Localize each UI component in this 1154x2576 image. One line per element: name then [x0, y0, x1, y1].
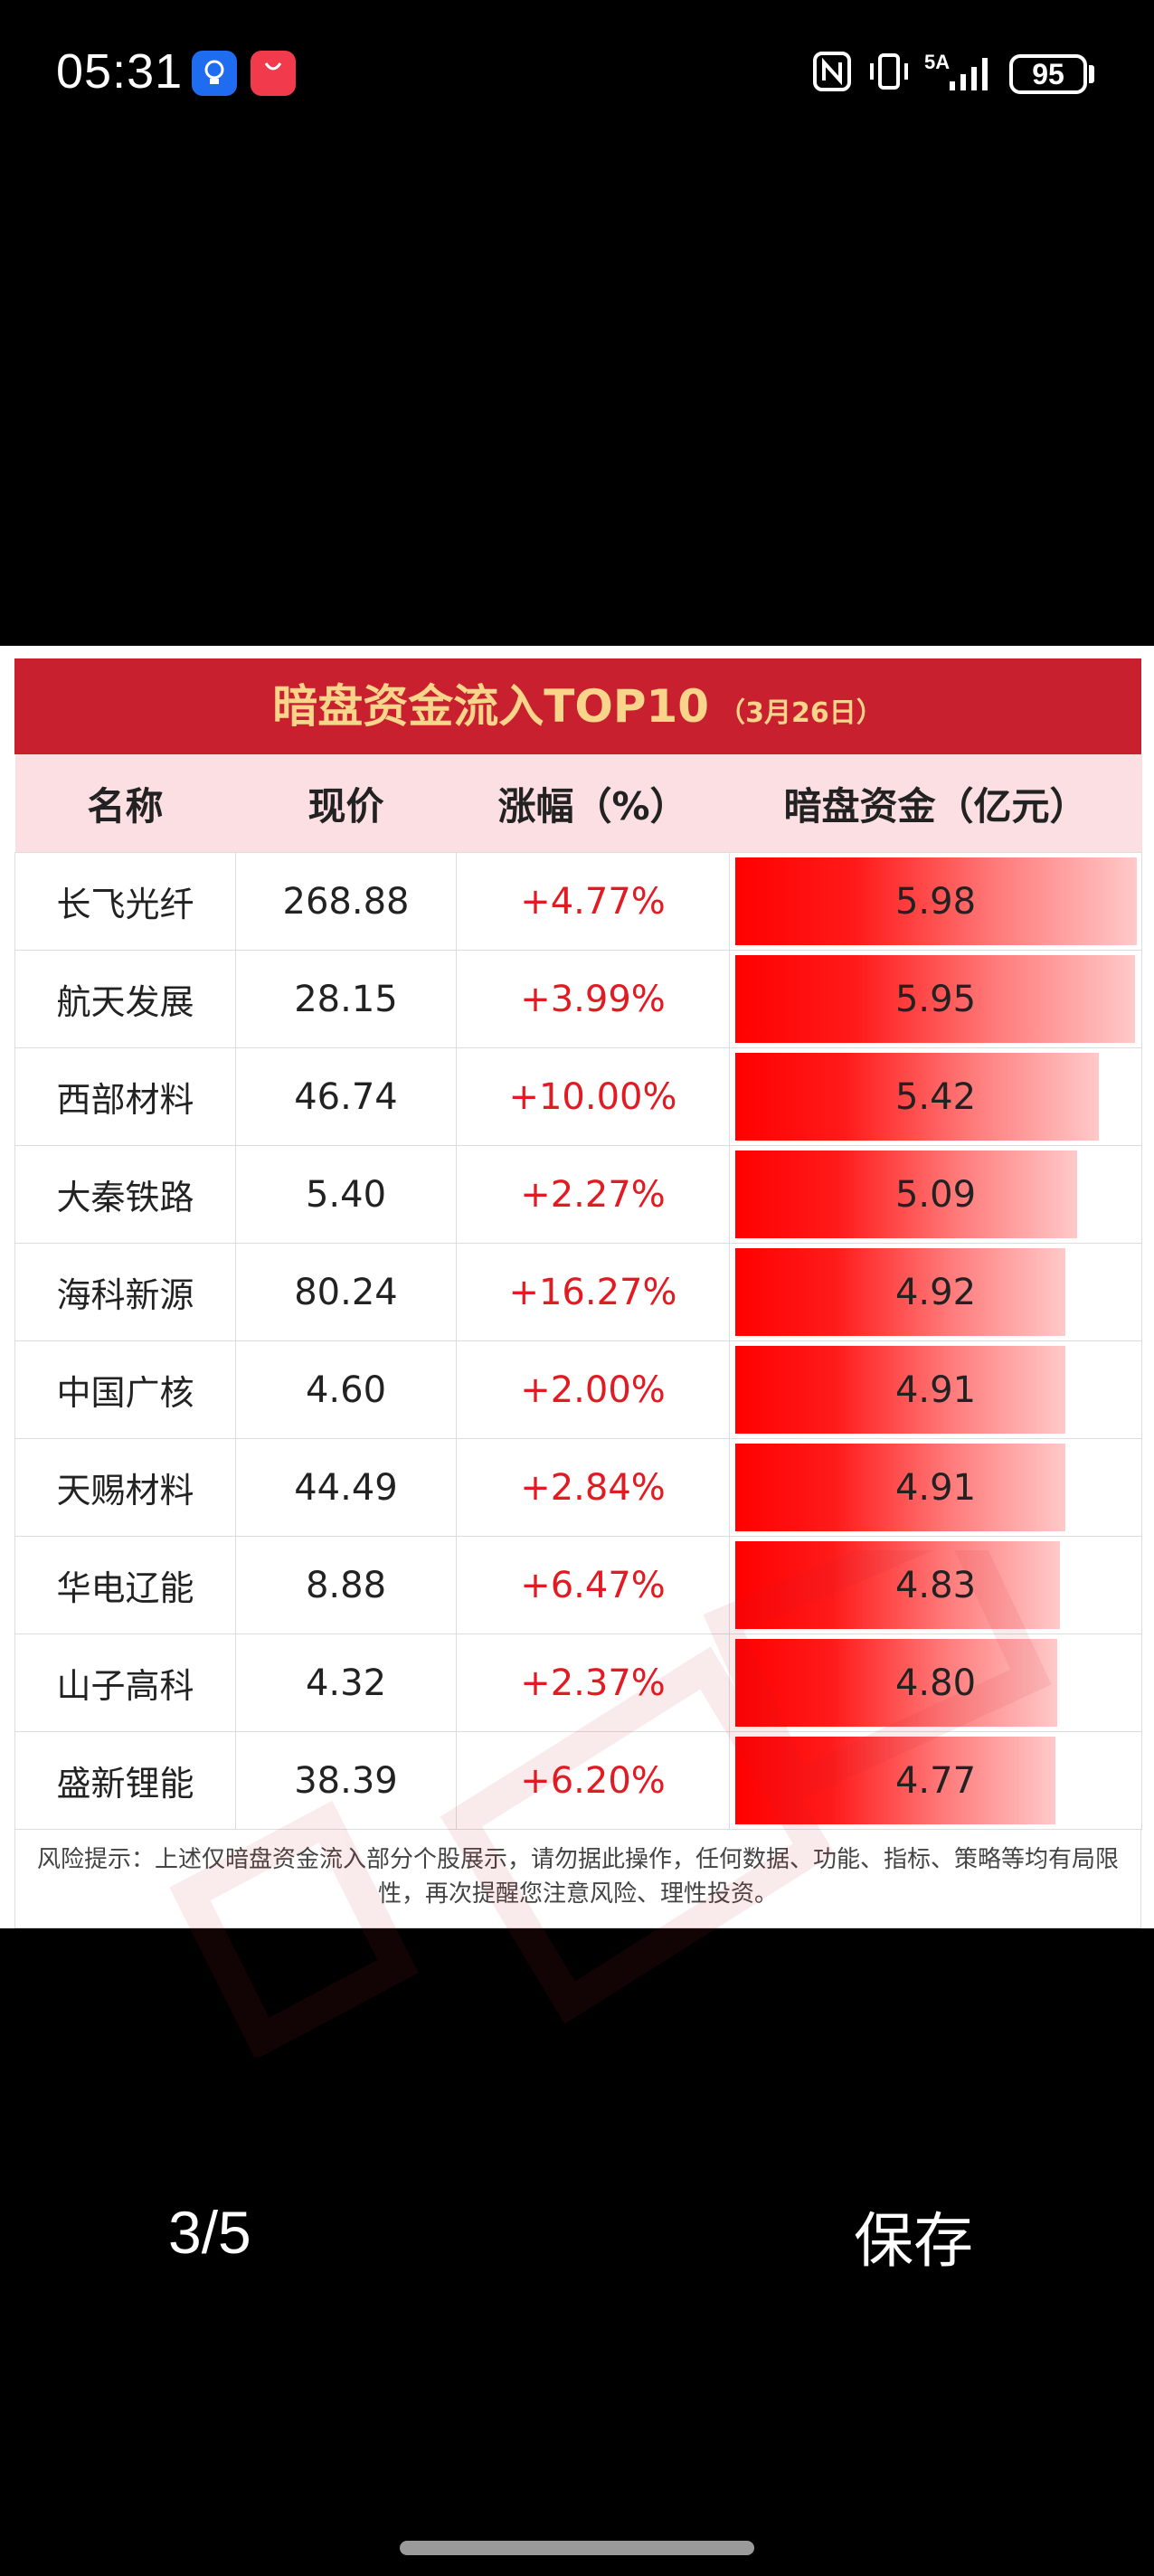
page-counter: 3/5	[168, 2199, 251, 2266]
flow-value: 5.09	[894, 1173, 977, 1216]
flow-value: 4.91	[894, 1466, 977, 1509]
flow-bar	[735, 857, 1137, 945]
flow-cell: 5.95	[729, 950, 1142, 1048]
app-gallery-icon	[251, 51, 296, 96]
flow-bar	[735, 955, 1135, 1043]
price-cell: 28.15	[235, 950, 457, 1048]
flow-cell: 4.91	[729, 1438, 1142, 1537]
price-cell: 4.32	[235, 1634, 457, 1732]
change-cell: +2.27%	[456, 1145, 730, 1244]
inflow-table: 名称 现价 涨幅（%） 暗盘资金（亿元） 长飞光纤 268.88 +4.77% 5.9…	[14, 754, 1142, 1830]
flow-value: 5.95	[894, 978, 977, 1020]
change-cell: +16.27%	[456, 1243, 730, 1341]
flow-value: 4.83	[894, 1564, 977, 1606]
col-header-flow: 暗盘资金（亿元）	[729, 754, 1142, 853]
table-container: 暗盘资金流入TOP10 （3月26日） 名称 现价 涨幅（%） 暗盘资金（亿元） …	[14, 658, 1142, 1928]
flow-value: 5.42	[894, 1075, 977, 1118]
flow-cell: 4.92	[729, 1243, 1142, 1341]
status-bar: 05:31 5A 95	[0, 0, 1154, 149]
flow-cell: 4.80	[729, 1634, 1142, 1732]
price-cell: 38.39	[235, 1731, 457, 1830]
flow-bar	[735, 1053, 1100, 1141]
table-title: 暗盘资金流入TOP10	[272, 680, 710, 733]
stock-name-cell: 西部材料	[14, 1047, 236, 1146]
table-row: 航天发展 28.15 +3.99% 5.95	[14, 950, 1142, 1048]
flow-value: 5.98	[894, 880, 977, 923]
stock-name-cell: 山子高科	[14, 1634, 236, 1732]
change-cell: +2.84%	[456, 1438, 730, 1537]
change-cell: +2.37%	[456, 1634, 730, 1732]
price-cell: 5.40	[235, 1145, 457, 1244]
col-header-price: 现价	[235, 754, 457, 853]
table-date: （3月26日）	[718, 697, 884, 729]
table-row: 西部材料 46.74 +10.00% 5.42	[14, 1047, 1142, 1146]
stock-name-cell: 大秦铁路	[14, 1145, 236, 1244]
flow-cell: 4.83	[729, 1536, 1142, 1634]
table-header-row: 名称 现价 涨幅（%） 暗盘资金（亿元）	[14, 754, 1142, 853]
col-header-change: 涨幅（%）	[456, 754, 730, 853]
change-cell: +10.00%	[456, 1047, 730, 1146]
table-row: 海科新源 80.24 +16.27% 4.92	[14, 1243, 1142, 1341]
stock-name-cell: 海科新源	[14, 1243, 236, 1341]
change-cell: +4.77%	[456, 852, 730, 951]
change-cell: +3.99%	[456, 950, 730, 1048]
vibrate-icon	[870, 53, 908, 90]
stock-name-cell: 天赐材料	[14, 1438, 236, 1537]
flow-value: 4.92	[894, 1271, 977, 1313]
status-time: 05:31	[56, 44, 184, 99]
flow-cell: 5.42	[729, 1047, 1142, 1146]
table-row: 山子高科 4.32 +2.37% 4.80	[14, 1634, 1142, 1732]
stock-name-cell: 中国广核	[14, 1340, 236, 1439]
save-button[interactable]: 保存	[854, 2206, 973, 2276]
table-title-bar: 暗盘资金流入TOP10 （3月26日）	[14, 658, 1141, 754]
price-cell: 8.88	[235, 1536, 457, 1634]
flow-cell: 4.77	[729, 1731, 1142, 1830]
flow-bar	[735, 1248, 1066, 1336]
table-body: 长飞光纤 268.88 +4.77% 5.98 航天发展 28.15 +3.99% 5.95 西…	[14, 852, 1142, 1830]
table-row: 大秦铁路 5.40 +2.27% 5.09	[14, 1145, 1142, 1244]
home-indicator[interactable]	[400, 2541, 754, 2555]
stock-name-cell: 航天发展	[14, 950, 236, 1048]
stock-name-cell: 长飞光纤	[14, 852, 236, 951]
flow-bar	[735, 1639, 1058, 1727]
table-row: 天赐材料 44.49 +2.84% 4.91	[14, 1438, 1142, 1537]
stock-name-cell: 盛新锂能	[14, 1731, 236, 1830]
col-header-name: 名称	[14, 754, 236, 853]
risk-note: 风险提示：上述仅暗盘资金流入部分个股展示，请勿据此操作，任何数据、功能、指标、策…	[14, 1830, 1141, 1928]
flow-cell: 5.09	[729, 1145, 1142, 1244]
flow-value: 4.77	[894, 1759, 977, 1802]
nfc-icon	[813, 52, 851, 91]
signal-icon	[950, 58, 988, 90]
change-cell: +2.00%	[456, 1340, 730, 1439]
flow-cell: 4.91	[729, 1340, 1142, 1439]
table-row: 华电辽能 8.88 +6.47% 4.83	[14, 1536, 1142, 1634]
battery-indicator: 95	[1009, 54, 1087, 94]
price-cell: 4.60	[235, 1340, 457, 1439]
price-cell: 46.74	[235, 1047, 457, 1146]
stock-name-cell: 华电辽能	[14, 1536, 236, 1634]
change-cell: +6.47%	[456, 1536, 730, 1634]
lightbulb-app-icon	[192, 51, 237, 96]
table-row: 中国广核 4.60 +2.00% 4.91	[14, 1340, 1142, 1439]
flow-value: 4.91	[894, 1368, 977, 1411]
flow-bar	[735, 1541, 1060, 1629]
image-card: 暗盘资金流入TOP10 （3月26日） 名称 现价 涨幅（%） 暗盘资金（亿元） …	[0, 646, 1154, 2057]
flow-bar	[735, 1346, 1065, 1434]
flow-bar	[735, 1737, 1056, 1824]
network-type-label: 5A	[924, 51, 951, 73]
table-row: 盛新锂能 38.39 +6.20% 4.77	[14, 1731, 1142, 1830]
flow-bar	[735, 1444, 1065, 1531]
flow-bar	[735, 1151, 1077, 1238]
price-cell: 268.88	[235, 852, 457, 951]
flow-cell: 5.98	[729, 852, 1142, 951]
flow-value: 4.80	[894, 1662, 977, 1704]
table-row: 长飞光纤 268.88 +4.77% 5.98	[14, 852, 1142, 951]
price-cell: 80.24	[235, 1243, 457, 1341]
battery-tip	[1089, 65, 1094, 83]
price-cell: 44.49	[235, 1438, 457, 1537]
change-cell: +6.20%	[456, 1731, 730, 1830]
